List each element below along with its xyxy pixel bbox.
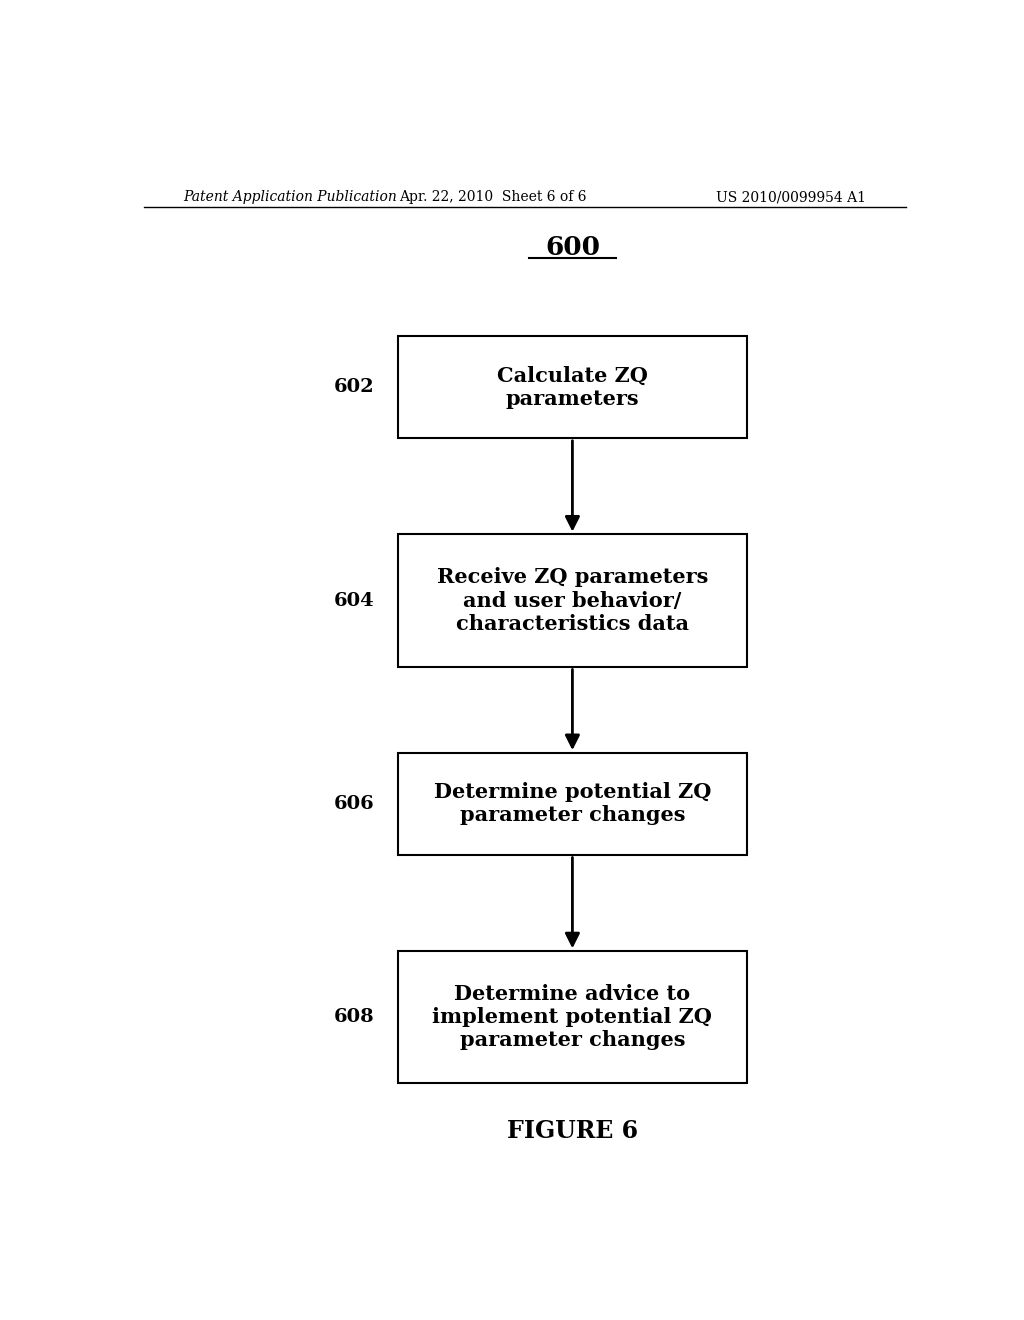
Text: Determine advice to
implement potential ZQ
parameter changes: Determine advice to implement potential … — [432, 983, 713, 1051]
Text: 600: 600 — [545, 235, 600, 260]
Text: Patent Application Publication: Patent Application Publication — [183, 190, 397, 205]
Text: FIGURE 6: FIGURE 6 — [507, 1119, 638, 1143]
Bar — [398, 752, 748, 854]
Bar — [398, 952, 748, 1084]
Text: 608: 608 — [334, 1008, 374, 1026]
Text: Apr. 22, 2010  Sheet 6 of 6: Apr. 22, 2010 Sheet 6 of 6 — [399, 190, 587, 205]
Bar — [398, 337, 748, 438]
Text: Receive ZQ parameters
and user behavior/
characteristics data: Receive ZQ parameters and user behavior/… — [436, 568, 709, 634]
Text: 602: 602 — [334, 378, 374, 396]
Text: 604: 604 — [334, 591, 374, 610]
Text: US 2010/0099954 A1: US 2010/0099954 A1 — [716, 190, 866, 205]
Text: Calculate ZQ
parameters: Calculate ZQ parameters — [497, 366, 648, 409]
Text: 606: 606 — [333, 795, 374, 813]
Bar — [398, 535, 748, 667]
Text: Determine potential ZQ
parameter changes: Determine potential ZQ parameter changes — [434, 783, 711, 825]
